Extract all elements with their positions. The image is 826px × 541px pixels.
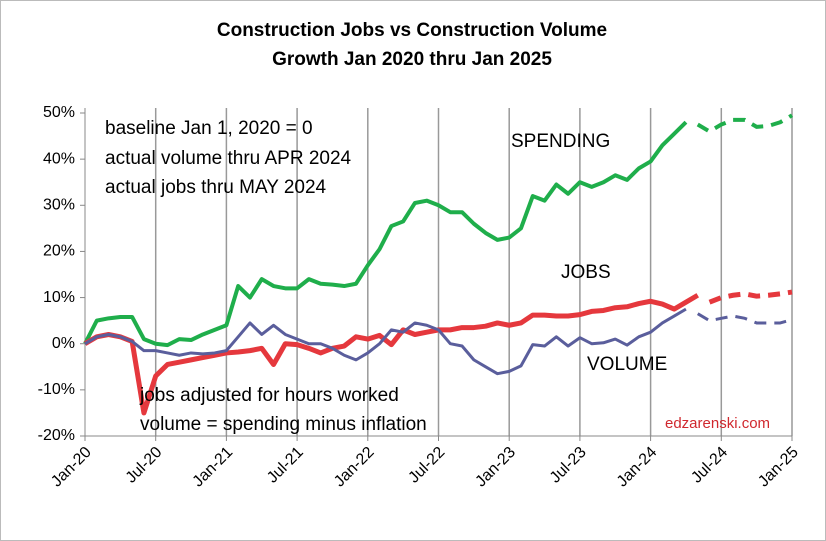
y-tick-label: 30% xyxy=(43,197,75,214)
chart-title: Construction Jobs vs Construction Volume xyxy=(217,20,607,41)
annotation: actual jobs thru MAY 2024 xyxy=(105,177,327,198)
series-label: VOLUME xyxy=(587,354,667,375)
series-line xyxy=(83,120,688,348)
series-line xyxy=(83,293,699,416)
y-tick-label: 40% xyxy=(43,150,75,167)
y-tick-label: -10% xyxy=(38,381,75,398)
series-line xyxy=(84,307,687,376)
y-tick-label: 0% xyxy=(52,335,75,352)
annotation: baseline Jan 1, 2020 = 0 xyxy=(105,118,313,139)
annotation: actual volume thru APR 2024 xyxy=(105,148,352,169)
series-label: SPENDING xyxy=(511,131,610,152)
annotation: volume = spending minus inflation xyxy=(140,414,427,435)
forecast-line xyxy=(696,113,794,134)
forecast-line xyxy=(708,289,793,305)
source-label: edzarenski.com xyxy=(665,415,770,432)
y-tick-label: 10% xyxy=(43,289,75,306)
chart-subtitle: Growth Jan 2020 thru Jan 2025 xyxy=(272,49,552,70)
y-tick-label: 20% xyxy=(43,243,75,260)
y-tick-label: -20% xyxy=(38,427,75,444)
series-label: JOBS xyxy=(561,262,611,283)
forecast-line xyxy=(696,312,793,325)
y-tick-label: 50% xyxy=(43,104,75,121)
annotation: jobs adjusted for hours worked xyxy=(139,385,399,406)
